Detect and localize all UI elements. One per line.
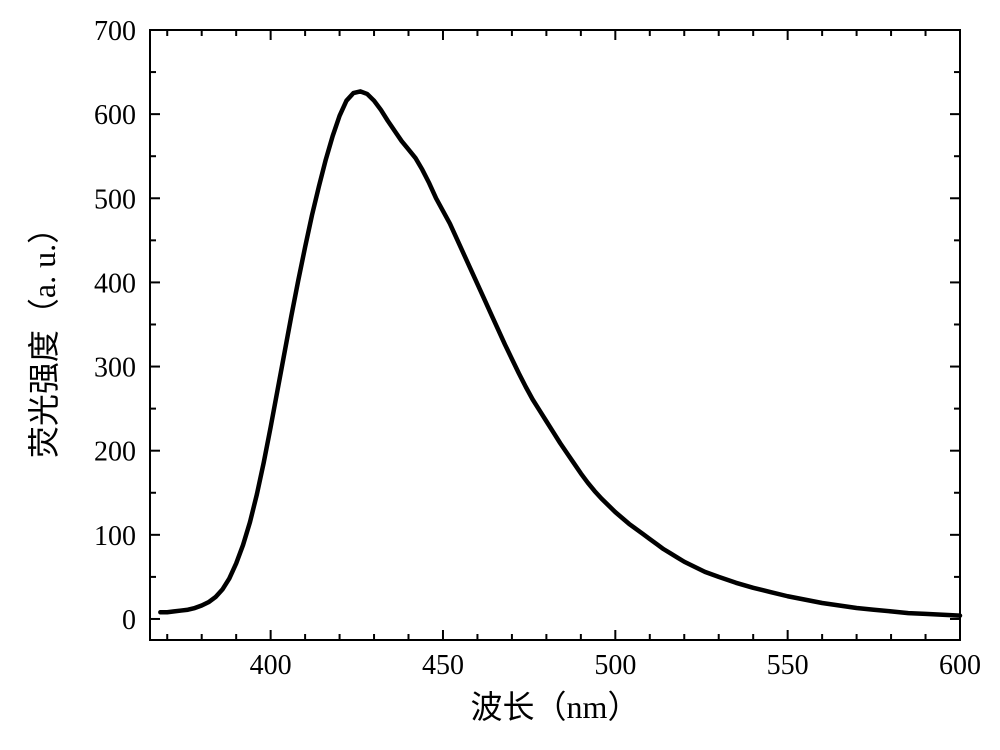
y-tick-label: 100	[94, 521, 136, 552]
x-tick-label: 550	[767, 650, 809, 681]
y-tick-label: 300	[94, 353, 136, 384]
y-tick-label: 600	[94, 100, 136, 131]
x-axis-label: 波长（nm）	[471, 689, 640, 725]
y-tick-label: 0	[122, 605, 136, 636]
x-tick-label: 600	[939, 650, 981, 681]
y-tick-label: 200	[94, 437, 136, 468]
x-tick-label: 450	[422, 650, 464, 681]
chart-svg: 400 450 500 550 600 0 100 200 300 400 500 600 700 波长（…	[0, 0, 1000, 750]
y-tick-label: 400	[94, 268, 136, 299]
x-tick-label: 500	[594, 650, 636, 681]
y-tick-label: 700	[94, 16, 136, 47]
fluorescence-spectrum-chart: 400 450 500 550 600 0 100 200 300 400 500 600 700 波长（…	[0, 0, 1000, 750]
y-axis-label: 荧光强度（a. u.）	[26, 212, 62, 458]
x-tick-label: 400	[250, 650, 292, 681]
y-tick-label: 500	[94, 184, 136, 215]
